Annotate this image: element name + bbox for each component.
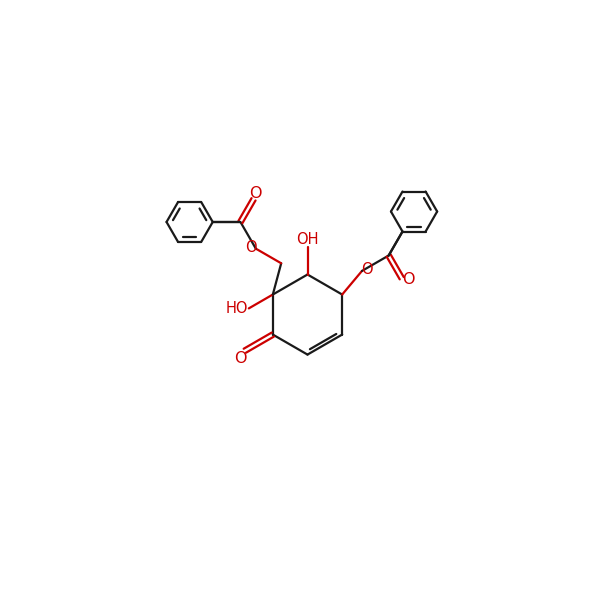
Text: HO: HO [225, 301, 248, 316]
Text: O: O [245, 241, 256, 256]
Text: O: O [234, 351, 247, 366]
Text: OH: OH [296, 232, 319, 247]
Text: O: O [403, 272, 415, 287]
Text: O: O [362, 262, 373, 277]
Text: O: O [249, 185, 262, 200]
